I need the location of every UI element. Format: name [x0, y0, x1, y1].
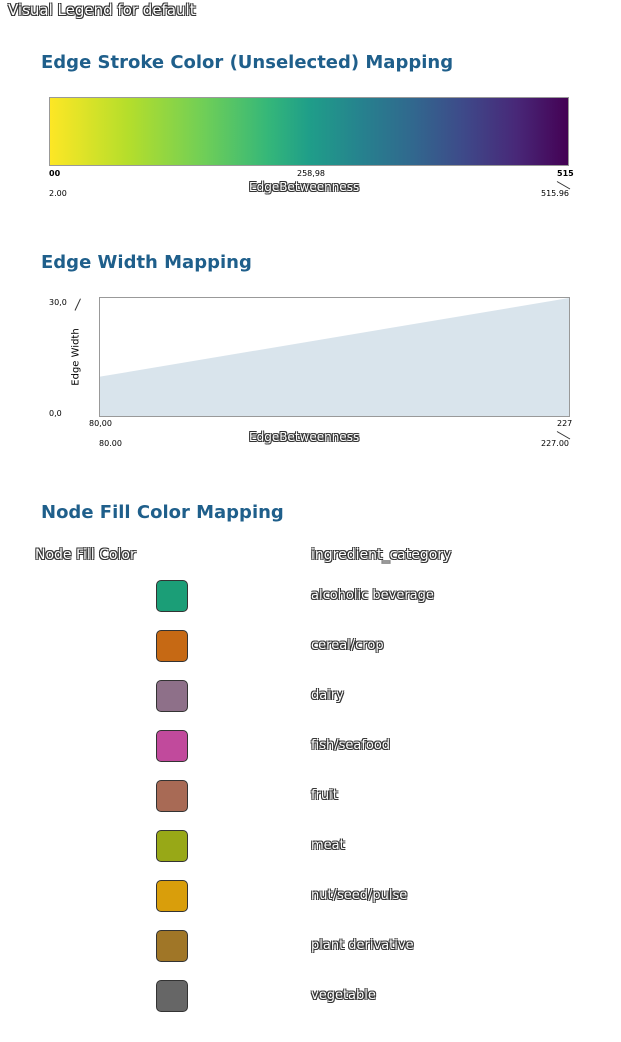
- color-swatch: [156, 830, 188, 862]
- edge-width-plot: [99, 297, 570, 417]
- category-label: plant derivative: [311, 938, 414, 953]
- width-range-min: 80.00: [99, 439, 122, 448]
- gradient-tick-max: 515: [557, 169, 574, 178]
- gradient-range-max: 515.96: [541, 189, 569, 198]
- legend-title: Visual Legend for default: [8, 1, 196, 19]
- gradient-axis-label: EdgeBetweenness: [249, 180, 360, 194]
- node-fill-section-title: Node Fill Color Mapping: [41, 502, 284, 523]
- color-swatch: [156, 880, 188, 912]
- gradient-tick-mid: 258,98: [297, 169, 325, 178]
- category-label: cereal/crop: [311, 638, 384, 653]
- gradient-tick-min: 00: [49, 169, 61, 178]
- gradient-range-min: 2.00: [49, 189, 67, 198]
- node-fill-column-header: Node Fill Color: [35, 547, 136, 563]
- width-range-max: 227.00: [541, 439, 569, 448]
- category-column-header: ingredient_category: [311, 547, 452, 563]
- width-y-axis-label: Edge Width: [70, 328, 82, 386]
- color-swatch: [156, 630, 188, 662]
- color-gradient-bar: [49, 97, 569, 166]
- width-y-connector: [74, 298, 81, 311]
- category-label: fruit: [311, 788, 338, 803]
- width-axis-label: EdgeBetweenness: [249, 430, 360, 444]
- color-swatch: [156, 930, 188, 962]
- edge-width-section-title: Edge Width Mapping: [41, 252, 252, 273]
- category-label: alcoholic beverage: [311, 588, 434, 603]
- color-swatch: [156, 580, 188, 612]
- width-y-min: 0,0: [49, 409, 62, 418]
- edge-stroke-section-title: Edge Stroke Color (Unselected) Mapping: [41, 52, 454, 73]
- category-label: fish/seafood: [311, 738, 391, 753]
- category-label: vegetable: [311, 988, 376, 1003]
- color-swatch: [156, 980, 188, 1012]
- edge-width-area-chart: [100, 298, 569, 416]
- category-label: meat: [311, 838, 345, 853]
- color-swatch: [156, 780, 188, 812]
- width-y-max: 30,0: [49, 298, 67, 307]
- edge-width-area: [100, 298, 569, 416]
- width-x-min-tick: 80,00: [89, 419, 112, 428]
- color-swatch: [156, 730, 188, 762]
- width-x-max-tick: 227: [557, 419, 573, 428]
- category-label: dairy: [311, 688, 344, 703]
- color-swatch: [156, 680, 188, 712]
- category-label: nut/seed/pulse: [311, 888, 408, 903]
